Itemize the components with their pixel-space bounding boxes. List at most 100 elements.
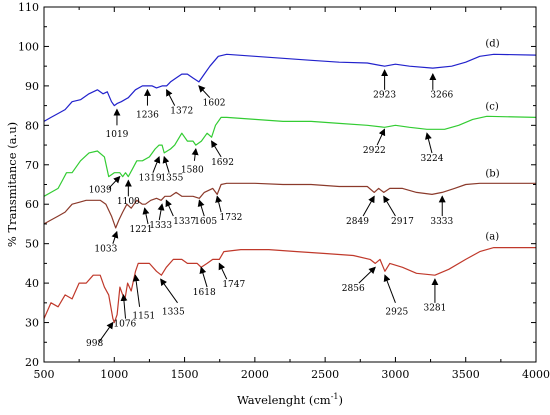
peak-arrow (161, 279, 178, 303)
series-line-a (44, 248, 536, 323)
peak-label: 998 (86, 339, 103, 349)
peak-label: 1605 (194, 217, 217, 227)
peak-arrow (145, 208, 148, 224)
peak-annotation: 1033 (94, 232, 117, 255)
peak-annotation: 2923 (373, 70, 396, 101)
peak-arrow (167, 90, 175, 106)
peak-arrow (377, 129, 384, 145)
x-axis-title-close: ) (339, 393, 344, 407)
y-tick-label: 100 (18, 40, 39, 53)
y-tick-label: 40 (25, 277, 39, 290)
x-tick-label: 1000 (100, 368, 128, 381)
y-tick-label: 20 (25, 356, 39, 369)
curve-label-layer: (a) (b) (c) (d) (485, 38, 499, 242)
peak-label: 1337 (173, 217, 196, 227)
x-tick-label: 2500 (311, 368, 339, 381)
y-tick-label: 110 (18, 1, 39, 14)
curve-label: (a) (485, 232, 499, 243)
y-tick-label: 60 (25, 198, 39, 211)
peak-label: 1151 (132, 312, 155, 322)
peak-annotation: 1335 (161, 279, 185, 318)
x-axis-title: Wavelenght (cm-1) (237, 392, 343, 407)
peak-arrow (113, 232, 117, 244)
x-tick-label: 2000 (241, 368, 269, 381)
y-tick-label: 90 (25, 80, 39, 93)
peak-annotation: 1732 (217, 196, 242, 223)
peak-label: 1372 (170, 107, 193, 117)
peak-annotation: 1602 (199, 86, 226, 109)
peak-arrow (359, 267, 375, 283)
peak-annotation: 1100 (117, 181, 140, 208)
peak-annotation: 1580 (181, 149, 204, 176)
peak-annotation: 2922 (363, 129, 386, 156)
peak-arrow (427, 133, 432, 153)
peak-annotation: 2917 (384, 196, 414, 227)
series-line-d (44, 54, 536, 121)
peak-arrow (217, 196, 221, 212)
peak-annotation: 1618 (193, 267, 216, 298)
peak-label: 1602 (203, 99, 226, 109)
y-tick-label: 80 (25, 119, 39, 132)
peak-annotation: 1692 (211, 141, 234, 168)
peak-label: 1333 (149, 221, 172, 231)
series-layer (44, 54, 536, 322)
peak-annotation: 2856 (342, 267, 375, 294)
x-tick-label: 3000 (381, 368, 409, 381)
peak-annotation: 2849 (346, 196, 374, 227)
peak-label: 1019 (106, 130, 129, 140)
peak-annotation: 1039 (89, 177, 120, 196)
x-tick-label: 4000 (522, 368, 550, 381)
peak-annotation: 3281 (423, 279, 446, 314)
y-axis-title: % Transmitance (a.u) (5, 122, 19, 247)
peak-annotation: 3333 (430, 196, 453, 227)
peak-annotation: 1372 (167, 90, 194, 117)
peak-arrow (219, 263, 226, 279)
x-axis-title-sup: -1 (331, 392, 339, 401)
peak-arrow (153, 157, 159, 173)
peak-label: 2856 (342, 284, 365, 294)
peak-annotation: 998 (86, 323, 113, 350)
peak-arrow (164, 157, 169, 173)
peak-arrow (212, 141, 222, 157)
x-tick-label: 3500 (452, 368, 480, 381)
x-tick-label: 500 (34, 368, 55, 381)
peak-annotation: 1019 (106, 110, 129, 141)
peak-arrow (384, 196, 396, 216)
peak-label: 2849 (346, 217, 369, 227)
peak-annotation: 1151 (132, 275, 155, 321)
peak-annotation: 3266 (430, 74, 453, 101)
peak-label: 3281 (423, 304, 446, 314)
peak-annotation: 1333 (149, 204, 172, 231)
peak-arrow (159, 204, 162, 220)
peak-arrow (199, 86, 210, 98)
peak-arrow (166, 200, 173, 216)
curve-label: (b) (485, 169, 499, 180)
peak-arrow (194, 149, 195, 161)
peak-label: 1747 (222, 280, 245, 290)
peak-label: 1033 (94, 245, 117, 255)
peak-label: 1039 (89, 185, 112, 195)
peak-arrow (363, 196, 374, 216)
peak-label: 2925 (385, 308, 408, 318)
peak-label: 1236 (136, 110, 159, 120)
y-tick-label: 30 (25, 317, 39, 330)
peak-label: 3266 (430, 91, 453, 101)
peak-arrow (135, 275, 139, 307)
peak-arrow (385, 275, 396, 303)
peak-label: 3333 (430, 217, 453, 227)
curve-label: (c) (485, 102, 499, 113)
peak-label: 2923 (373, 91, 396, 101)
peak-label: 2922 (363, 146, 386, 156)
peak-label: 1580 (181, 166, 204, 176)
peak-annotation: 3224 (421, 133, 444, 164)
x-tick-label: 1500 (171, 368, 199, 381)
curve-label: (d) (485, 38, 499, 49)
peak-label: 1732 (220, 213, 243, 223)
peak-annotation: 1747 (219, 263, 245, 290)
peak-label: 1618 (193, 288, 216, 298)
x-axis-title-main: Wavelenght (cm (237, 393, 331, 407)
peak-label: 1335 (162, 308, 185, 318)
